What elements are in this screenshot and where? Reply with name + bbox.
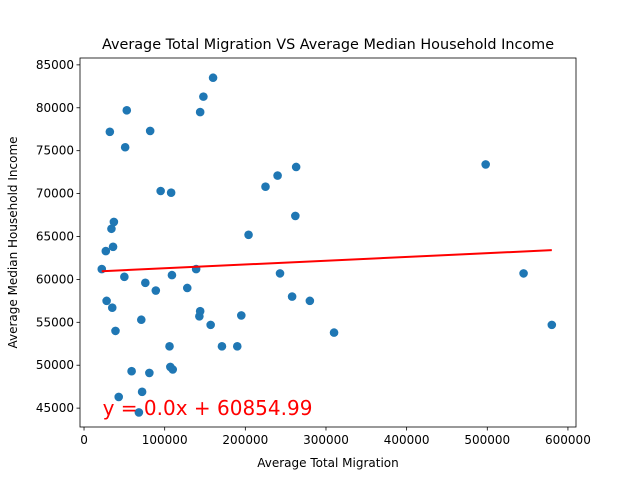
plot-frame xyxy=(79,57,577,428)
data-point xyxy=(151,286,161,295)
data-point xyxy=(156,186,165,196)
data-point xyxy=(120,142,130,152)
data-point xyxy=(108,242,118,252)
data-point xyxy=(217,342,227,351)
data-point xyxy=(232,342,242,351)
y-tick-label: 55000 xyxy=(36,315,74,329)
data-point xyxy=(199,92,208,101)
y-tick-label: 60000 xyxy=(36,272,74,286)
data-point xyxy=(166,188,176,198)
data-point xyxy=(107,224,116,234)
data-point xyxy=(168,365,178,374)
y-tick-label: 85000 xyxy=(36,58,74,72)
data-point xyxy=(122,106,132,115)
x-axis: 0 100000 200000 300000 400000 500000 600000 xyxy=(80,427,591,447)
data-point xyxy=(127,366,136,376)
data-point xyxy=(287,292,297,301)
data-point xyxy=(137,387,147,397)
data-point xyxy=(145,126,155,136)
x-tick-label: 200000 xyxy=(222,433,268,447)
data-point xyxy=(275,269,285,278)
y-tick-label: 75000 xyxy=(36,144,74,158)
data-point xyxy=(547,320,557,330)
data-point xyxy=(165,342,174,351)
scatter-points xyxy=(97,73,557,417)
x-tick-label: 300000 xyxy=(303,433,349,447)
y-axis: 45000 50000 55000 60000 65000 70000 75000 80000… xyxy=(36,58,80,415)
data-point xyxy=(111,326,120,336)
data-point xyxy=(208,73,218,83)
x-tick-label: 100000 xyxy=(142,433,188,447)
data-point xyxy=(261,182,270,192)
data-point xyxy=(305,296,315,306)
data-point xyxy=(120,272,129,282)
data-point xyxy=(102,296,111,306)
data-point xyxy=(141,278,150,288)
data-point xyxy=(291,162,301,172)
regression-line xyxy=(101,249,552,273)
y-axis-label: Average Median Household Income xyxy=(6,136,20,348)
x-tick-label: 500000 xyxy=(464,433,510,447)
data-point xyxy=(206,320,215,330)
x-axis-label: Average Total Migration xyxy=(257,456,399,470)
y-tick-label: 65000 xyxy=(36,229,74,243)
data-point xyxy=(109,217,119,227)
data-point xyxy=(195,306,205,316)
data-point xyxy=(182,283,192,293)
data-point xyxy=(136,315,146,325)
chart-title: Average Total Migration VS Average Media… xyxy=(102,37,554,53)
x-tick-label: 0 xyxy=(80,433,88,447)
data-point xyxy=(244,230,253,240)
y-tick-label: 50000 xyxy=(36,358,74,372)
data-point xyxy=(195,107,205,117)
regression-equation: y = 0.0x + 60854.99 xyxy=(103,396,313,420)
data-point xyxy=(134,408,144,417)
y-tick-label: 70000 xyxy=(36,187,74,201)
y-tick-label: 80000 xyxy=(36,101,74,115)
data-point xyxy=(114,392,124,402)
data-point xyxy=(519,269,528,278)
data-point xyxy=(145,368,154,378)
data-point xyxy=(329,328,339,337)
data-point xyxy=(167,270,177,280)
y-tick-label: 45000 xyxy=(36,401,74,415)
data-point xyxy=(97,264,107,274)
data-point xyxy=(101,246,111,256)
data-point xyxy=(107,303,117,313)
data-point xyxy=(105,127,115,137)
data-point xyxy=(273,171,282,180)
data-point xyxy=(237,311,246,320)
x-tick-label: 400000 xyxy=(384,433,430,447)
data-point xyxy=(291,211,300,221)
x-tick-label: 600000 xyxy=(545,433,591,447)
data-point xyxy=(481,160,490,169)
